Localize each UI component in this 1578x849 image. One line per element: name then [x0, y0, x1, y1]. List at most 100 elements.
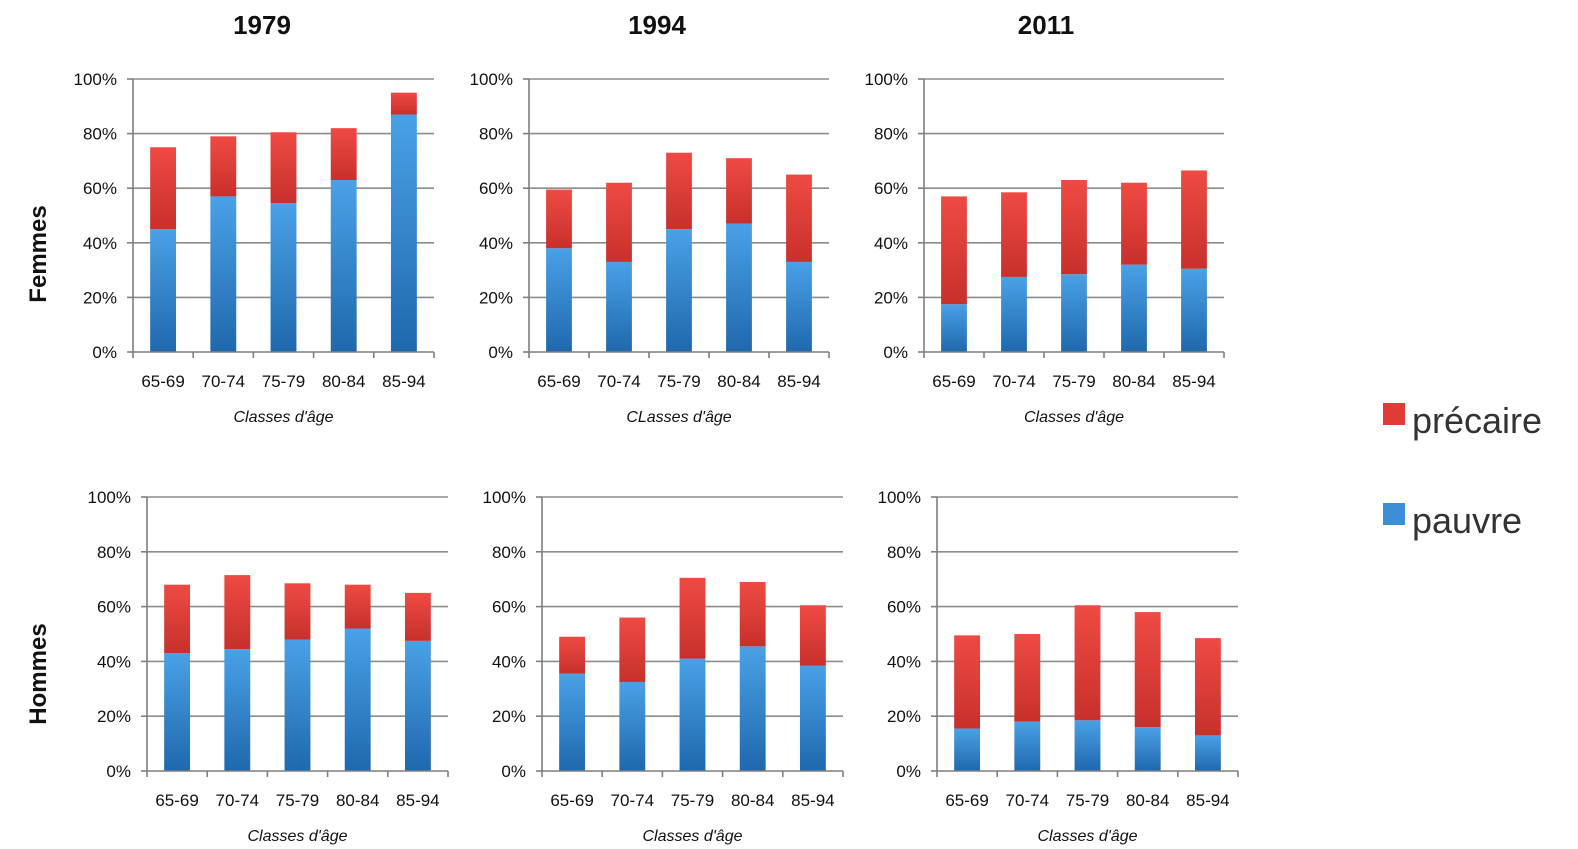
- bar-segment-precaire: [799, 605, 826, 666]
- bar-segment-pauvre: [270, 203, 297, 352]
- y-tick-label: 20%: [874, 288, 908, 307]
- x-tick-label: 75-79: [1066, 791, 1109, 810]
- x-tick-label: 75-79: [276, 791, 319, 810]
- bar-segment-pauvre: [786, 261, 812, 352]
- bar-segment-pauvre: [1121, 264, 1147, 352]
- bar-segment-precaire: [1074, 605, 1101, 721]
- y-tick-label: 100%: [74, 70, 117, 89]
- y-tick-label: 80%: [83, 125, 117, 144]
- y-tick-label: 60%: [97, 598, 131, 617]
- y-tick-label: 0%: [92, 343, 117, 362]
- x-tick-label: 65-69: [550, 791, 593, 810]
- legend-label-precaire: précaire: [1412, 400, 1542, 441]
- y-tick-label: 80%: [887, 543, 921, 562]
- x-tick-label: 85-94: [777, 372, 820, 391]
- bar-segment-pauvre: [799, 665, 826, 771]
- bar-segment-pauvre: [1014, 721, 1041, 771]
- bar-segment-precaire: [1134, 612, 1161, 728]
- y-tick-label: 100%: [483, 488, 526, 507]
- y-tick-label: 20%: [83, 288, 117, 307]
- bar-segment-pauvre: [224, 649, 251, 771]
- y-tick-label: 100%: [865, 70, 908, 89]
- bar-segment-precaire: [726, 158, 752, 224]
- bar-segment-pauvre: [150, 229, 177, 352]
- panel-femmes-1994: 0% 20% 40% 60% 80% 100% 65-69 70-74 75-79 80-84 85…: [470, 70, 830, 426]
- x-tick-label: 80-84: [1112, 372, 1155, 391]
- x-tick-label: 65-69: [141, 372, 184, 391]
- bar-segment-precaire: [330, 128, 357, 181]
- y-tick-label: 80%: [97, 543, 131, 562]
- bar-segment-pauvre: [619, 681, 646, 771]
- bar-segment-precaire: [224, 575, 251, 650]
- panel-hommes-1979: 0% 20% 40% 60% 80% 100% 65-69 70-74 75-79 80-84 85…: [88, 488, 449, 845]
- bar-segment-precaire: [606, 182, 632, 262]
- bar-segment-precaire: [390, 92, 417, 115]
- x-axis-label: CLasses d'âge: [626, 409, 731, 426]
- y-tick-label: 100%: [878, 488, 921, 507]
- y-tick-label: 40%: [874, 234, 908, 253]
- bar-segment-pauvre: [666, 229, 692, 352]
- bar-segment-precaire: [164, 584, 191, 654]
- x-tick-label: 80-84: [322, 372, 365, 391]
- row-title-hommes: Hommes: [25, 623, 52, 724]
- bar-segment-precaire: [150, 147, 177, 230]
- bar-segment-precaire: [739, 581, 766, 647]
- x-tick-label: 70-74: [992, 372, 1035, 391]
- bar-segment-pauvre: [954, 728, 981, 771]
- y-tick-label: 60%: [887, 598, 921, 617]
- x-tick-label: 65-69: [537, 372, 580, 391]
- bar-segment-pauvre: [1194, 735, 1221, 771]
- x-axis-label: Classes d'âge: [1024, 409, 1124, 426]
- bar-segment-precaire: [666, 152, 692, 230]
- bar-segment-precaire: [941, 196, 967, 305]
- x-tick-label: 65-69: [155, 791, 198, 810]
- bar-segment-pauvre: [284, 639, 311, 771]
- bar-segment-precaire: [344, 584, 371, 629]
- panel-femmes-1979: 0% 20% 40% 60% 80% 100% 65-69 70-74 75-79 80-84 85…: [74, 70, 435, 426]
- y-tick-label: 20%: [479, 288, 513, 307]
- y-tick-label: 60%: [83, 179, 117, 198]
- x-tick-label: 75-79: [657, 372, 700, 391]
- column-title-1994: 1994: [628, 10, 686, 40]
- bar-segment-precaire: [954, 635, 981, 729]
- bar-segment-precaire: [1121, 182, 1147, 265]
- y-tick-label: 80%: [492, 543, 526, 562]
- panel-femmes-2011: 0% 20% 40% 60% 80% 100% 65-69 70-74 75-79 80-84 85…: [865, 70, 1225, 426]
- column-title-2011: 2011: [1018, 10, 1074, 40]
- bar-segment-precaire: [1194, 638, 1221, 736]
- y-tick-label: 80%: [479, 125, 513, 144]
- bar-segment-pauvre: [344, 628, 371, 771]
- x-tick-label: 65-69: [932, 372, 975, 391]
- y-tick-label: 40%: [492, 652, 526, 671]
- y-tick-label: 100%: [88, 488, 131, 507]
- panel-hommes-1994: 0% 20% 40% 60% 80% 100% 65-69 70-74 75-79 80-84 85…: [483, 488, 844, 845]
- x-tick-label: 75-79: [671, 791, 714, 810]
- y-tick-label: 60%: [492, 598, 526, 617]
- bar-segment-pauvre: [726, 223, 752, 352]
- bar-segment-precaire: [786, 174, 812, 262]
- bar-segment-pauvre: [1001, 276, 1027, 352]
- y-tick-label: 20%: [492, 707, 526, 726]
- bar-segment-pauvre: [679, 658, 706, 771]
- bar-segment-pauvre: [1061, 274, 1087, 352]
- legend-swatch-precaire: [1383, 403, 1405, 425]
- y-tick-label: 60%: [874, 179, 908, 198]
- row-title-femmes: Femmes: [25, 205, 52, 302]
- y-tick-label: 40%: [83, 234, 117, 253]
- x-tick-label: 80-84: [731, 791, 774, 810]
- x-tick-label: 70-74: [611, 791, 654, 810]
- y-tick-label: 100%: [470, 70, 513, 89]
- bar-segment-precaire: [284, 583, 311, 640]
- bar-segment-precaire: [619, 617, 646, 682]
- bar-segment-pauvre: [941, 304, 967, 352]
- bar-segment-pauvre: [164, 653, 191, 771]
- x-tick-label: 85-94: [791, 791, 834, 810]
- y-tick-label: 40%: [887, 652, 921, 671]
- y-tick-label: 20%: [887, 707, 921, 726]
- x-axis-label: Classes d'âge: [234, 409, 334, 426]
- panel-hommes-2011: 0% 20% 40% 60% 80% 100% 65-69 70-74 75-79 80-84 85…: [878, 488, 1239, 845]
- y-tick-label: 40%: [479, 234, 513, 253]
- bar-segment-pauvre: [210, 196, 237, 352]
- bar-segment-pauvre: [546, 248, 572, 352]
- x-tick-label: 80-84: [1126, 791, 1169, 810]
